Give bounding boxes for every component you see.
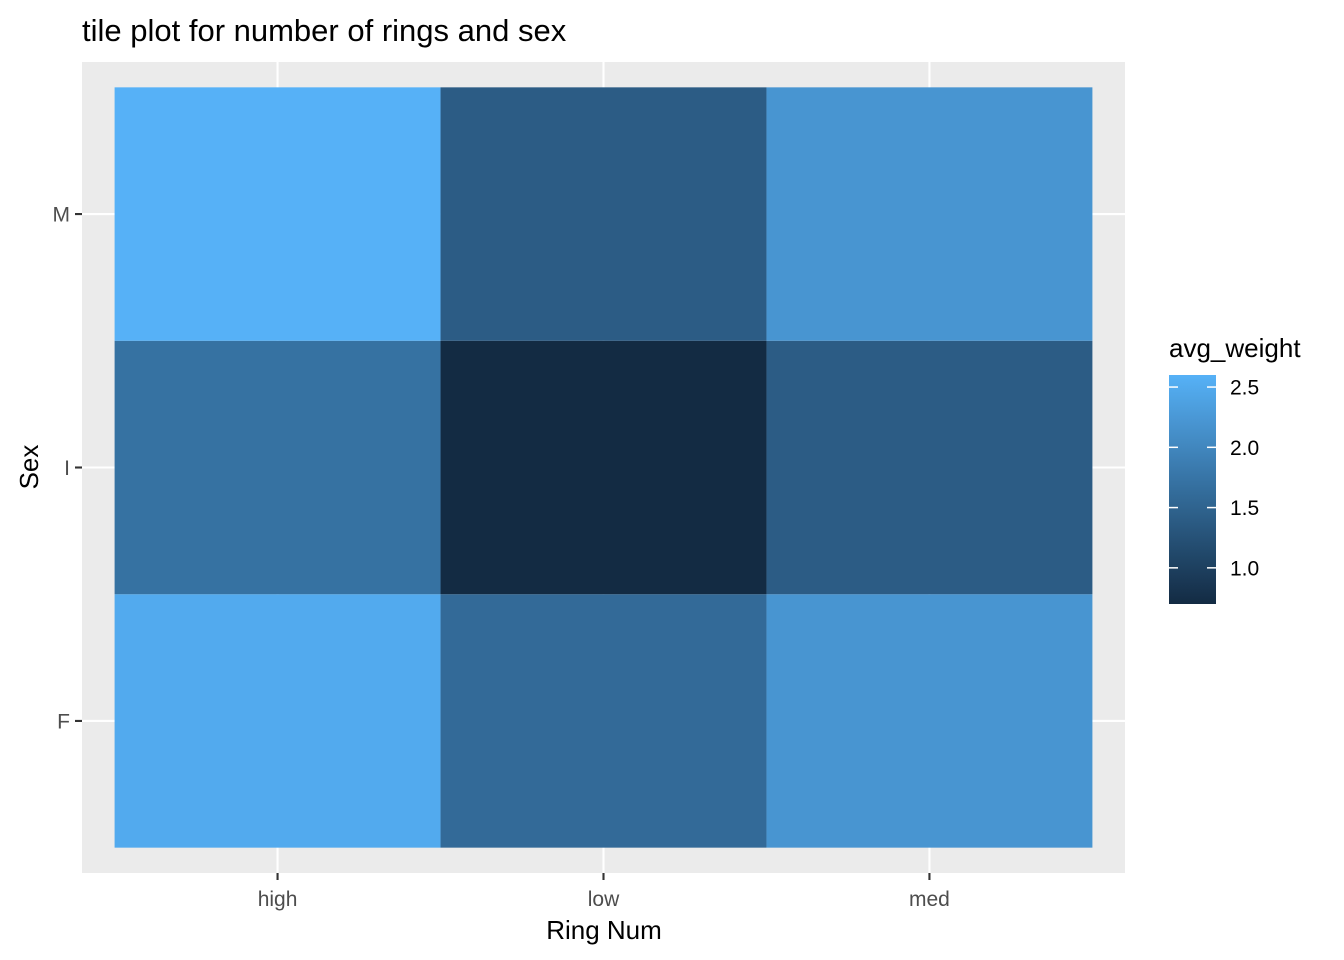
x-tick-label: low bbox=[588, 888, 620, 911]
y-tick-label: M bbox=[53, 204, 71, 227]
x-axis: high low med bbox=[258, 873, 950, 911]
heatmap-tile-M-high bbox=[114, 87, 441, 341]
y-axis-title: Sex bbox=[14, 445, 44, 490]
y-tick-label: F bbox=[57, 710, 70, 733]
y-tick-label: I bbox=[64, 457, 70, 480]
x-tick-label: high bbox=[258, 888, 298, 911]
color-legend: avg_weight 1.0 1.5 2.0 2.5 bbox=[1169, 333, 1301, 604]
heatmap-tile-F-low bbox=[440, 594, 767, 848]
y-axis: F I M bbox=[53, 204, 82, 733]
legend-label: 1.0 bbox=[1230, 557, 1259, 580]
heatmap-tile-I-med bbox=[766, 340, 1093, 595]
heatmap-tile-M-low bbox=[440, 87, 767, 341]
heatmap-tile-F-high bbox=[114, 594, 441, 848]
heatmap-tile-F-med bbox=[766, 594, 1093, 848]
chart-title: tile plot for number of rings and sex bbox=[82, 13, 567, 48]
legend-colorbar bbox=[1169, 375, 1216, 604]
legend-label: 2.5 bbox=[1230, 377, 1259, 400]
heatmap-tile-I-high bbox=[114, 340, 441, 595]
x-axis-title: Ring Num bbox=[546, 915, 662, 945]
legend-label: 2.0 bbox=[1230, 437, 1259, 460]
heatmap-tiles bbox=[114, 87, 1093, 848]
legend-title: avg_weight bbox=[1169, 333, 1301, 363]
heatmap-tile-I-low bbox=[440, 340, 767, 595]
heatmap-tile-M-med bbox=[766, 87, 1093, 341]
x-tick-label: med bbox=[909, 888, 950, 911]
legend-label: 1.5 bbox=[1230, 497, 1259, 520]
